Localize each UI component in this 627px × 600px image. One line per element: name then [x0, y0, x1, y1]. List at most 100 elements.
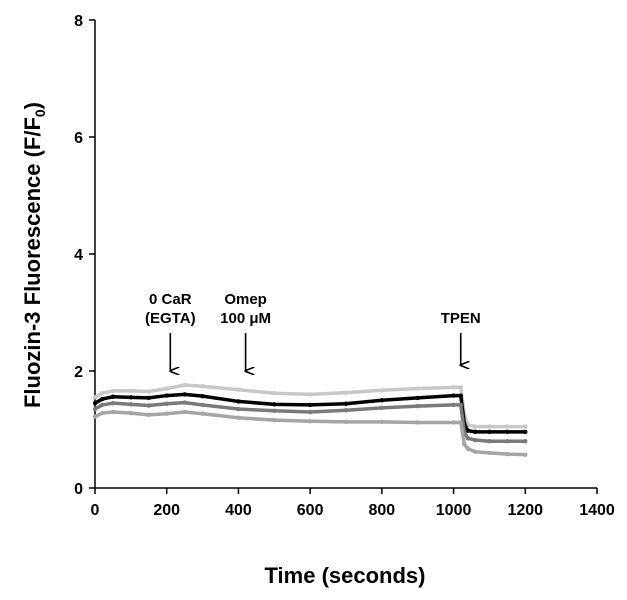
series-point-4: [272, 417, 277, 423]
series-point-2: [200, 393, 205, 399]
series-point-1: [200, 384, 205, 389]
y-tick-label: 8: [74, 13, 83, 30]
series-point-2: [415, 395, 420, 401]
series-point-2: [307, 402, 313, 408]
series-point-4: [505, 451, 510, 457]
annotation-label-2: 100 μM: [220, 310, 271, 327]
series-point-1: [110, 388, 116, 394]
series-point-4: [146, 412, 151, 418]
annotation-layer: 0 CaR (EGTA) Omep 100 μM TPEN: [145, 291, 481, 371]
series-point-2: [465, 428, 471, 433]
series-line-3: [94, 400, 526, 443]
series-point-2: [451, 393, 456, 398]
series-point-4: [200, 411, 205, 416]
series-point-1: [236, 387, 241, 392]
series-point-1: [472, 424, 478, 429]
series-point-2: [146, 395, 151, 401]
series-point-3: [523, 439, 528, 444]
series-point-4: [451, 420, 456, 425]
series-point-4: [110, 409, 116, 415]
y-axis-title-end: ): [20, 102, 45, 109]
series-point-2: [236, 399, 241, 404]
series-point-2: [110, 394, 116, 399]
series-point-3: [236, 406, 241, 412]
series-point-4: [462, 441, 467, 447]
series-line-2: [94, 392, 526, 434]
y-tick-label: 2: [74, 364, 83, 381]
series-point-1: [487, 424, 492, 429]
series-point-3: [472, 437, 478, 443]
series-point-3: [110, 400, 116, 406]
axes: 0 2 4 6 8 0 200 400 600 800 1000 1200 1400: [74, 13, 615, 519]
series-point-4: [182, 409, 187, 415]
x-tick-label: 400: [225, 502, 252, 519]
series-point-1: [164, 386, 169, 391]
series-point-3: [465, 436, 471, 441]
annotation-label-2: Omep: [224, 291, 267, 308]
series-point-3: [487, 439, 492, 444]
series-point-4: [307, 419, 313, 424]
series-point-1: [505, 424, 510, 429]
series-point-3: [505, 439, 510, 444]
series-point-4: [415, 420, 420, 425]
series-point-4: [236, 415, 241, 420]
series-point-4: [458, 420, 463, 425]
series-point-3: [164, 401, 169, 406]
series-point-2: [472, 429, 478, 435]
series-point-3: [343, 407, 349, 413]
series-point-4: [164, 411, 169, 416]
series-point-1: [343, 390, 349, 395]
series-point-4: [472, 449, 478, 454]
series-point-3: [415, 403, 420, 409]
series-point-1: [451, 385, 456, 390]
series-point-2: [92, 400, 98, 406]
series-point-2: [182, 392, 187, 397]
series-line-1: [94, 383, 526, 429]
series-point-1: [128, 388, 134, 394]
series-point-2: [458, 393, 463, 398]
x-tick-label: 600: [297, 502, 324, 519]
annotation-label-1: (EGTA): [145, 310, 196, 327]
y-tick-label: 6: [74, 130, 83, 147]
series-point-4: [99, 410, 105, 416]
series-point-3: [99, 402, 105, 408]
series-point-3: [451, 402, 456, 408]
series-point-2: [379, 398, 385, 403]
series-line-4: [94, 410, 526, 457]
series-point-2: [128, 395, 134, 400]
x-tick-label: 1000: [436, 502, 472, 519]
series-point-2: [343, 401, 349, 406]
y-axis-title-subscript: 0: [32, 109, 48, 117]
series-point-3: [307, 409, 313, 415]
x-tick-label: 800: [369, 502, 396, 519]
series-point-1: [415, 386, 420, 391]
x-axis-title: Time (seconds): [265, 563, 426, 588]
series-point-2: [505, 429, 510, 435]
x-tick-label: 200: [153, 502, 180, 519]
series-point-3: [128, 402, 134, 407]
series-point-3: [458, 402, 463, 408]
series-point-3: [379, 405, 385, 411]
series-point-1: [99, 391, 105, 396]
annotation-label-3: TPEN: [441, 310, 481, 327]
series-point-2: [99, 396, 105, 402]
series-point-4: [487, 450, 492, 456]
series-point-1: [307, 392, 313, 397]
series-point-3: [200, 402, 205, 408]
series-point-3: [182, 400, 187, 405]
series-point-1: [379, 388, 385, 393]
series-point-1: [523, 424, 528, 429]
series-point-3: [146, 403, 151, 408]
series-point-2: [164, 393, 169, 398]
y-tick-label: 0: [74, 481, 83, 498]
series-point-4: [92, 414, 98, 419]
series-point-1: [272, 391, 277, 396]
x-tick-label: 1200: [507, 502, 543, 519]
series-point-1: [182, 382, 187, 388]
series-layer: [92, 382, 528, 457]
series-point-1: [146, 389, 151, 394]
series-point-4: [128, 410, 134, 416]
series-point-1: [92, 395, 98, 400]
series-point-2: [487, 429, 492, 435]
